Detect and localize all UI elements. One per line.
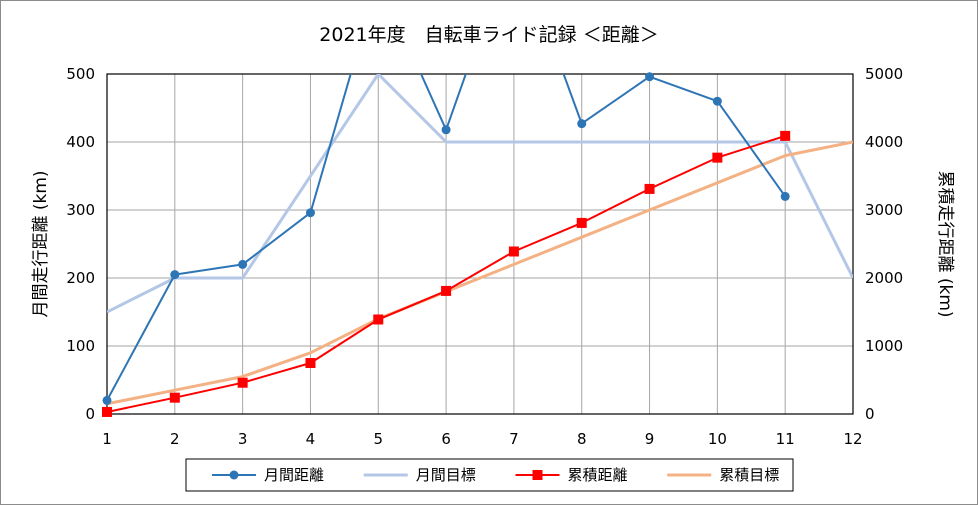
data-point-square bbox=[441, 285, 452, 296]
series-line-2 bbox=[107, 74, 853, 314]
data-point-circle bbox=[645, 72, 655, 82]
x-tick-label: 6 bbox=[441, 430, 451, 448]
y-tick-label: 100 bbox=[66, 337, 95, 355]
data-point-square bbox=[102, 406, 112, 417]
x-tick-label: 7 bbox=[509, 430, 519, 448]
x-tick-label: 2 bbox=[170, 430, 180, 448]
x-tick-label: 10 bbox=[708, 430, 727, 448]
data-point-circle bbox=[780, 191, 790, 201]
data-point-square bbox=[237, 377, 248, 388]
data-point-square bbox=[373, 314, 384, 325]
y2-axis-title: 累積走行距離 (km) bbox=[935, 170, 955, 317]
data-point-square bbox=[508, 246, 519, 257]
y2-tick-label: 2000 bbox=[865, 269, 903, 287]
chart-title: 2021年度 自転車ライド記録 ＜距離＞ bbox=[319, 24, 658, 46]
data-point-square bbox=[712, 152, 723, 163]
x-tick-label: 5 bbox=[373, 430, 383, 448]
legend-label: 累積距離 bbox=[568, 466, 628, 484]
series-lines bbox=[107, 74, 853, 413]
y-tick-label: 300 bbox=[66, 201, 95, 219]
y-tick-label: 0 bbox=[85, 405, 95, 423]
x-tick-label: 8 bbox=[577, 430, 587, 448]
data-point-circle bbox=[305, 208, 315, 218]
y-tick-label: 500 bbox=[66, 65, 95, 83]
data-point-square bbox=[576, 217, 587, 228]
x-tick-label: 3 bbox=[238, 430, 248, 448]
x-tick-label: 1 bbox=[102, 430, 112, 448]
legend-swatch-circle bbox=[229, 470, 239, 480]
legend: 月間距離 月間目標 累積距離 累積目標 bbox=[185, 458, 794, 492]
x-tick-label: 11 bbox=[776, 430, 795, 448]
legend-swatch-square bbox=[532, 470, 543, 480]
y2-tick-label: 5000 bbox=[865, 65, 903, 83]
y-tick-label: 400 bbox=[66, 133, 95, 151]
x-tick-label: 12 bbox=[843, 430, 862, 448]
data-point-square bbox=[169, 392, 180, 403]
series-line-4 bbox=[107, 140, 853, 406]
legend-label: 月間目標 bbox=[416, 466, 476, 484]
data-point-square bbox=[305, 358, 316, 368]
data-point-circle bbox=[170, 270, 180, 280]
x-tick-label: 4 bbox=[306, 430, 316, 448]
data-point-circle bbox=[712, 96, 722, 106]
legend-label: 月間距離 bbox=[264, 466, 324, 484]
legend-label: 累積目標 bbox=[719, 466, 779, 484]
x-tick-label: 9 bbox=[645, 430, 655, 448]
data-point-circle bbox=[577, 119, 587, 129]
data-point-circle bbox=[102, 395, 112, 405]
data-point-circle bbox=[238, 259, 248, 269]
y2-tick-label: 4000 bbox=[865, 133, 903, 151]
y-axis-title: 月間走行距離 (km) bbox=[31, 170, 51, 317]
y2-tick-label: 3000 bbox=[865, 201, 903, 219]
plot-border bbox=[106, 73, 854, 415]
data-point-square bbox=[780, 130, 791, 141]
y2-tick-label: 1000 bbox=[865, 337, 903, 355]
data-point-circle bbox=[441, 125, 451, 135]
y-tick-label: 200 bbox=[66, 269, 95, 287]
y2-tick-label: 0 bbox=[865, 405, 875, 423]
data-point-square bbox=[644, 183, 655, 194]
